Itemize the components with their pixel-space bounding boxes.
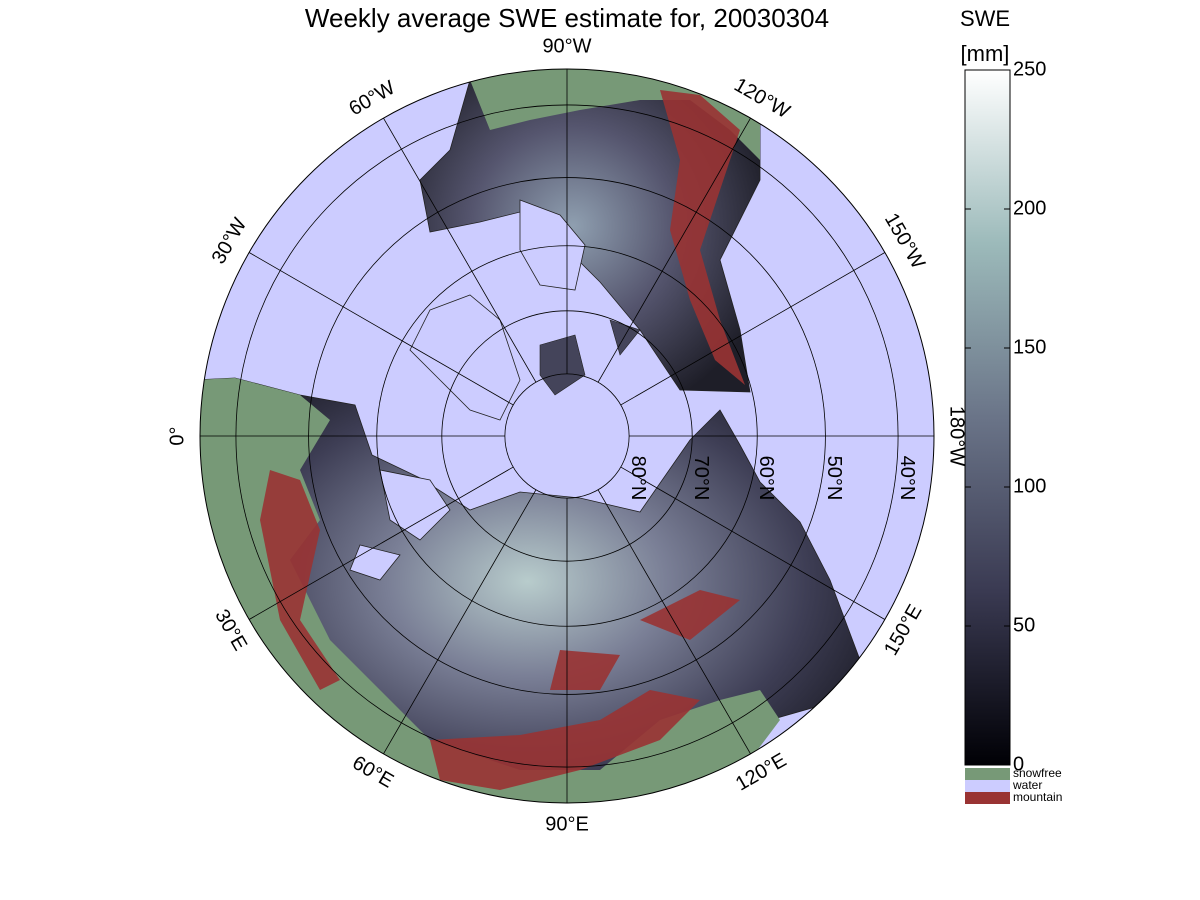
map-title: Weekly average SWE estimate for, 2003030… (305, 3, 829, 33)
colorbar-tick-label: 50 (1013, 614, 1035, 636)
colorbar (964, 69, 1011, 766)
snowfree-eurasia (200, 378, 780, 803)
mountain-eurasia (260, 470, 740, 790)
legend-swatch (965, 780, 1010, 792)
meridian (383, 489, 537, 755)
water-body (349, 469, 451, 581)
longitude-label: 90°W (542, 35, 591, 57)
meridian (383, 117, 537, 383)
latitude-label: 80°N (627, 456, 649, 501)
latitude-label: 70°N (690, 456, 712, 501)
latitude-label: 50°N (823, 456, 845, 501)
meridian (597, 117, 751, 383)
colorbar-tick-label: 150 (1013, 336, 1046, 358)
legend-label: mountain (1013, 790, 1062, 804)
colorbar-tick-label: 0 (1013, 753, 1024, 775)
greenland (409, 294, 521, 421)
colorbar-title: SWE (960, 6, 1010, 31)
colorbar-tick-label: 100 (1013, 475, 1046, 497)
colorbar-unit: [mm] (961, 41, 1010, 66)
colorbar-tick-label: 200 (1013, 197, 1046, 219)
meridian (248, 466, 514, 620)
legend-label: water (1012, 778, 1042, 792)
longitude-label: 0° (166, 426, 188, 445)
meridian (248, 252, 514, 406)
legend-swatch (965, 792, 1010, 804)
map-border (199, 68, 935, 804)
graticule (200, 69, 934, 803)
meridian (620, 466, 886, 620)
legend-label: snowfree (1013, 766, 1062, 780)
map-disk (200, 69, 934, 803)
legend-swatch (965, 768, 1010, 780)
hudson-bay (519, 199, 586, 291)
latitude-label: 40°N (896, 456, 918, 501)
latitude-label: 60°N (755, 456, 777, 501)
meridian (620, 252, 886, 406)
colorbar-tick-label: 250 (1013, 58, 1046, 80)
meridian (597, 489, 751, 755)
longitude-label: 90°E (545, 813, 589, 835)
longitude-label: 180°W (946, 406, 968, 466)
